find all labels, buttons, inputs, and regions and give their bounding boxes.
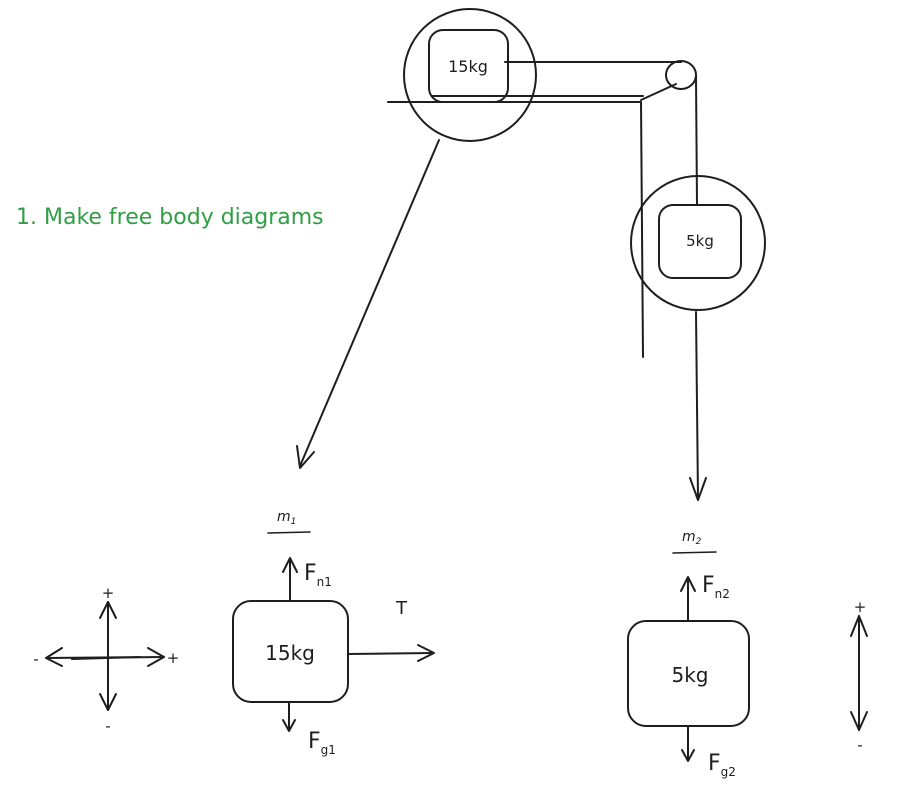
fbd1-title: m1 bbox=[277, 509, 296, 527]
fbd1-block bbox=[232, 600, 349, 703]
pointer-arrow-1 bbox=[296, 139, 440, 469]
block-5kg bbox=[658, 204, 742, 279]
axis1-plus-right: + bbox=[167, 649, 180, 667]
fbd2-gravity-label: Fg2 bbox=[708, 751, 736, 779]
fbd-1: m1 15kg Fn1 Fg1 T bbox=[232, 509, 435, 757]
fbd1-gravity-label: Fg1 bbox=[308, 729, 336, 757]
fbd-2: m2 5kg Fn2 Fg2 bbox=[627, 529, 750, 779]
pulley-setup: 15kg 5kg bbox=[387, 8, 766, 358]
block-5kg-label: 5kg bbox=[686, 232, 714, 250]
pulley-bracket bbox=[640, 83, 677, 101]
pulley-wheel bbox=[665, 60, 697, 90]
block-15kg-label: 15kg bbox=[448, 57, 488, 76]
highlight-circle-5kg bbox=[630, 175, 766, 311]
note-text: 1. Make free body diagrams bbox=[16, 205, 324, 230]
fbd2-normal-label: Fn2 bbox=[702, 573, 730, 601]
axis2-plus-up: + bbox=[854, 598, 867, 616]
axis2-minus-down: - bbox=[857, 736, 862, 754]
fbd2-mass-label: 5kg bbox=[671, 663, 708, 687]
fbd2-title: m2 bbox=[682, 529, 702, 547]
fbd2-title-underline bbox=[672, 551, 717, 554]
axis1-plus-up: + bbox=[102, 584, 115, 602]
highlight-circle-15kg bbox=[403, 8, 537, 142]
pointer-arrow-2 bbox=[689, 311, 707, 501]
fbd1-tension-label: T bbox=[395, 598, 408, 619]
fbd1-mass-label: 15kg bbox=[265, 641, 315, 665]
rope-vertical bbox=[695, 75, 698, 206]
axes-2: + - bbox=[850, 598, 868, 754]
fbd1-tension-arrow bbox=[347, 652, 434, 655]
axes-1: + - - + bbox=[33, 584, 179, 735]
fbd1-normal-label: Fn1 bbox=[304, 561, 332, 589]
axis1-minus-down: - bbox=[105, 717, 110, 735]
table-leg bbox=[640, 101, 644, 358]
fbd1-title-underline bbox=[267, 531, 311, 534]
block-15kg bbox=[428, 29, 509, 103]
axis1-minus-left: - bbox=[33, 650, 38, 668]
